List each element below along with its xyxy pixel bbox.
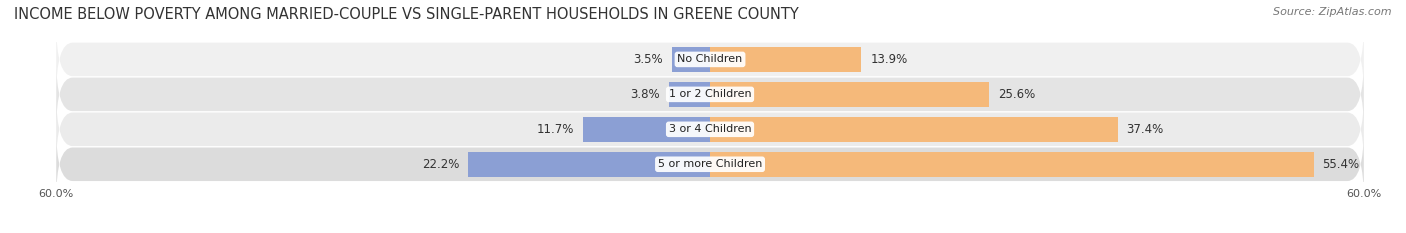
Bar [710, 82, 988, 107]
Text: INCOME BELOW POVERTY AMONG MARRIED-COUPLE VS SINGLE-PARENT HOUSEHOLDS IN GREENE : INCOME BELOW POVERTY AMONG MARRIED-COUPL… [14, 7, 799, 22]
Text: 11.7%: 11.7% [537, 123, 574, 136]
Text: 5 or more Children: 5 or more Children [658, 159, 762, 169]
Text: 37.4%: 37.4% [1126, 123, 1164, 136]
Text: No Children: No Children [678, 55, 742, 64]
Text: 13.9%: 13.9% [870, 53, 907, 66]
Text: 55.4%: 55.4% [1323, 158, 1360, 171]
Text: Source: ZipAtlas.com: Source: ZipAtlas.com [1274, 7, 1392, 17]
Bar [669, 82, 710, 107]
Text: 3.8%: 3.8% [630, 88, 659, 101]
Text: 3 or 4 Children: 3 or 4 Children [669, 124, 751, 134]
Bar [582, 117, 710, 142]
Text: 22.2%: 22.2% [422, 158, 460, 171]
Bar [710, 152, 1313, 177]
Text: 25.6%: 25.6% [998, 88, 1035, 101]
FancyBboxPatch shape [56, 24, 1364, 95]
Bar [710, 47, 862, 72]
Bar [710, 117, 1118, 142]
FancyBboxPatch shape [56, 129, 1364, 200]
Text: 1 or 2 Children: 1 or 2 Children [669, 89, 751, 99]
Bar [468, 152, 710, 177]
Bar [672, 47, 710, 72]
FancyBboxPatch shape [56, 94, 1364, 165]
Text: 3.5%: 3.5% [634, 53, 664, 66]
FancyBboxPatch shape [56, 59, 1364, 130]
